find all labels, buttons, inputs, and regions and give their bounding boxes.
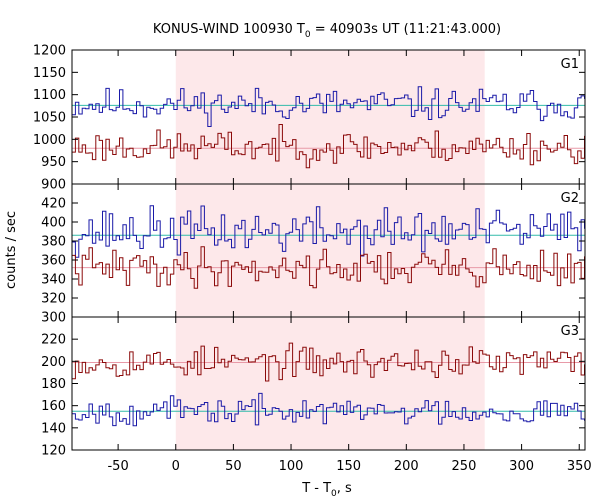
x-tick-label: 50	[225, 459, 242, 474]
x-tick-label: 350	[567, 459, 592, 474]
panel-label-g1: G1	[561, 57, 579, 72]
y-tick-label: 400	[41, 216, 66, 231]
y-tick-label: 200	[41, 355, 66, 370]
y-tick-label: 140	[41, 421, 66, 436]
series-g1-upper	[72, 86, 585, 127]
x-tick-label: 250	[452, 459, 477, 474]
chart-title: KONUS-WIND 100930 T0 = 40903s UT (11:21:…	[153, 22, 501, 40]
y-tick-label: 320	[41, 292, 66, 307]
series-g3-upper	[72, 392, 585, 427]
x-tick-label: -50	[107, 459, 128, 474]
y-tick-label: 1150	[33, 66, 66, 81]
series-g3-lower	[72, 342, 585, 382]
y-tick-label: 950	[41, 155, 66, 170]
y-tick-label: 120	[41, 444, 66, 459]
y-axis-label: counts / sec	[4, 211, 19, 289]
x-tick-label: 100	[279, 459, 304, 474]
y-tick-label: 1100	[33, 88, 66, 103]
x-tick-label: 300	[509, 459, 534, 474]
series-g2-lower	[72, 246, 585, 289]
y-tick-label: 420	[41, 197, 66, 212]
x-tick-label: 0	[172, 459, 180, 474]
y-tick-label: 360	[41, 254, 66, 269]
panel-label-g3: G3	[561, 324, 579, 339]
y-tick-label: 300	[41, 311, 66, 326]
series-g2-upper	[72, 205, 585, 258]
y-tick-label: 220	[41, 333, 66, 348]
y-tick-label: 160	[41, 399, 66, 414]
panel-label-g2: G2	[561, 191, 579, 206]
highlight-interval	[175, 50, 485, 450]
y-tick-label: 1200	[33, 44, 66, 59]
y-tick-label: 1050	[33, 111, 66, 126]
y-tick-label: 380	[41, 235, 66, 250]
y-tick-label: 180	[41, 377, 66, 392]
y-tick-label: 900	[41, 178, 66, 193]
x-axis-label: T - T0, s	[301, 481, 352, 499]
x-tick-label: 150	[336, 459, 361, 474]
y-tick-label: 340	[41, 273, 66, 288]
y-tick-label: 1000	[33, 133, 66, 148]
x-tick-label: 200	[394, 459, 419, 474]
series-g1-lower	[72, 124, 585, 169]
